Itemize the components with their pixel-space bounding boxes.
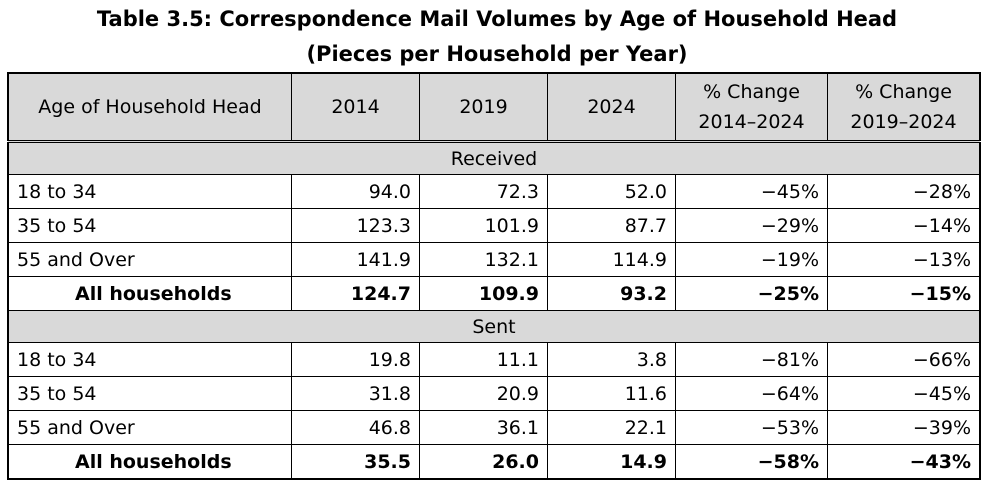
cell-age: 18 to 34 <box>7 174 292 209</box>
cell-age: 18 to 34 <box>7 342 292 377</box>
cell-2024: 52.0 <box>547 174 676 209</box>
header-change-2014-2024-line1: % Change <box>703 81 800 103</box>
cell-age: All households <box>7 444 292 480</box>
header-change-2014-2024: % Change 2014–2024 <box>675 72 828 143</box>
table-row: 55 and Over 46.8 36.1 22.1 −53% −39% <box>7 410 981 445</box>
cell-2024: 14.9 <box>547 444 676 480</box>
cell-2024: 87.7 <box>547 208 676 243</box>
cell-2024: 114.9 <box>547 242 676 277</box>
header-change-2019-2024-line1: % Change <box>855 81 952 103</box>
table-row: 35 to 54 123.3 101.9 87.7 −29% −14% <box>7 208 981 243</box>
header-2019: 2019 <box>419 72 548 143</box>
section-label: Sent <box>7 310 981 343</box>
header-2014: 2014 <box>291 72 420 143</box>
section-row-sent: Sent <box>7 310 981 343</box>
mail-volume-table: Age of Household Head 2014 2019 2024 % C… <box>7 72 981 480</box>
cell-change-2014-2024: −64% <box>675 376 828 411</box>
cell-2014: 141.9 <box>291 242 420 277</box>
header-row: Age of Household Head 2014 2019 2024 % C… <box>7 72 981 143</box>
cell-2024: 93.2 <box>547 276 676 311</box>
header-2024: 2024 <box>547 72 676 143</box>
cell-age: 55 and Over <box>7 242 292 277</box>
total-row: All households 124.7 109.9 93.2 −25% −15… <box>7 276 981 311</box>
cell-2024: 11.6 <box>547 376 676 411</box>
cell-2014: 123.3 <box>291 208 420 243</box>
cell-2014: 19.8 <box>291 342 420 377</box>
cell-age: All households <box>7 276 292 311</box>
header-change-2014-2024-line2: 2014–2024 <box>698 111 805 133</box>
cell-change-2014-2024: −29% <box>675 208 828 243</box>
cell-change-2019-2024: −43% <box>827 444 981 480</box>
cell-change-2019-2024: −66% <box>827 342 981 377</box>
section-label: Received <box>7 141 981 175</box>
cell-age: 35 to 54 <box>7 208 292 243</box>
cell-2019: 72.3 <box>419 174 548 209</box>
cell-change-2014-2024: −53% <box>675 410 828 445</box>
section-row-received: Received <box>7 141 981 175</box>
cell-2014: 31.8 <box>291 376 420 411</box>
table-row: 55 and Over 141.9 132.1 114.9 −19% −13% <box>7 242 981 277</box>
cell-2019: 132.1 <box>419 242 548 277</box>
cell-change-2014-2024: −58% <box>675 444 828 480</box>
total-row: All households 35.5 26.0 14.9 −58% −43% <box>7 444 981 480</box>
header-age: Age of Household Head <box>7 72 292 143</box>
cell-change-2019-2024: −28% <box>827 174 981 209</box>
cell-change-2014-2024: −81% <box>675 342 828 377</box>
cell-2024: 3.8 <box>547 342 676 377</box>
cell-2019: 109.9 <box>419 276 548 311</box>
cell-change-2019-2024: −39% <box>827 410 981 445</box>
cell-2014: 46.8 <box>291 410 420 445</box>
cell-change-2014-2024: −45% <box>675 174 828 209</box>
cell-2019: 101.9 <box>419 208 548 243</box>
cell-change-2019-2024: −15% <box>827 276 981 311</box>
cell-change-2019-2024: −13% <box>827 242 981 277</box>
cell-2024: 22.1 <box>547 410 676 445</box>
cell-2014: 94.0 <box>291 174 420 209</box>
table-title-line1: Table 3.5: Correspondence Mail Volumes b… <box>96 7 898 31</box>
cell-change-2019-2024: −45% <box>827 376 981 411</box>
table-row: 18 to 34 94.0 72.3 52.0 −45% −28% <box>7 174 981 209</box>
cell-age: 55 and Over <box>7 410 292 445</box>
table-title-line2: (Pieces per Household per Year) <box>306 42 688 66</box>
cell-2019: 26.0 <box>419 444 548 480</box>
cell-change-2014-2024: −19% <box>675 242 828 277</box>
cell-2019: 11.1 <box>419 342 548 377</box>
cell-change-2019-2024: −14% <box>827 208 981 243</box>
header-change-2019-2024-line2: 2019–2024 <box>850 111 957 133</box>
cell-age: 35 to 54 <box>7 376 292 411</box>
cell-2014: 35.5 <box>291 444 420 480</box>
cell-2014: 124.7 <box>291 276 420 311</box>
cell-2019: 36.1 <box>419 410 548 445</box>
cell-2019: 20.9 <box>419 376 548 411</box>
cell-change-2014-2024: −25% <box>675 276 828 311</box>
table-row: 18 to 34 19.8 11.1 3.8 −81% −66% <box>7 342 981 377</box>
header-change-2019-2024: % Change 2019–2024 <box>827 72 981 143</box>
table-row: 35 to 54 31.8 20.9 11.6 −64% −45% <box>7 376 981 411</box>
